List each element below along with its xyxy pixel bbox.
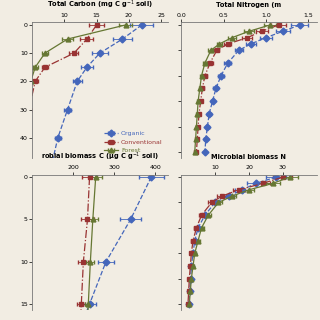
Title: robial biomass C (μg C g$^{-1}$ soil): robial biomass C (μg C g$^{-1}$ soil)	[41, 150, 159, 163]
Title: Microbial biomass N: Microbial biomass N	[212, 154, 286, 160]
Title: Total Nitrogen (m: Total Nitrogen (m	[216, 2, 282, 8]
Legend: Organic, Conventional, Forest: Organic, Conventional, Forest	[102, 129, 164, 155]
Title: Total Carbon (mg C g$^{-1}$ soil): Total Carbon (mg C g$^{-1}$ soil)	[47, 0, 153, 11]
